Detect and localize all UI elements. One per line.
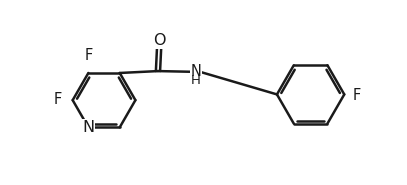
Text: F: F	[85, 48, 93, 63]
Text: F: F	[353, 88, 361, 103]
Text: F: F	[54, 92, 62, 107]
Text: H: H	[191, 74, 201, 87]
Text: O: O	[153, 33, 165, 48]
Text: N: N	[190, 64, 201, 79]
Text: N: N	[82, 120, 94, 135]
